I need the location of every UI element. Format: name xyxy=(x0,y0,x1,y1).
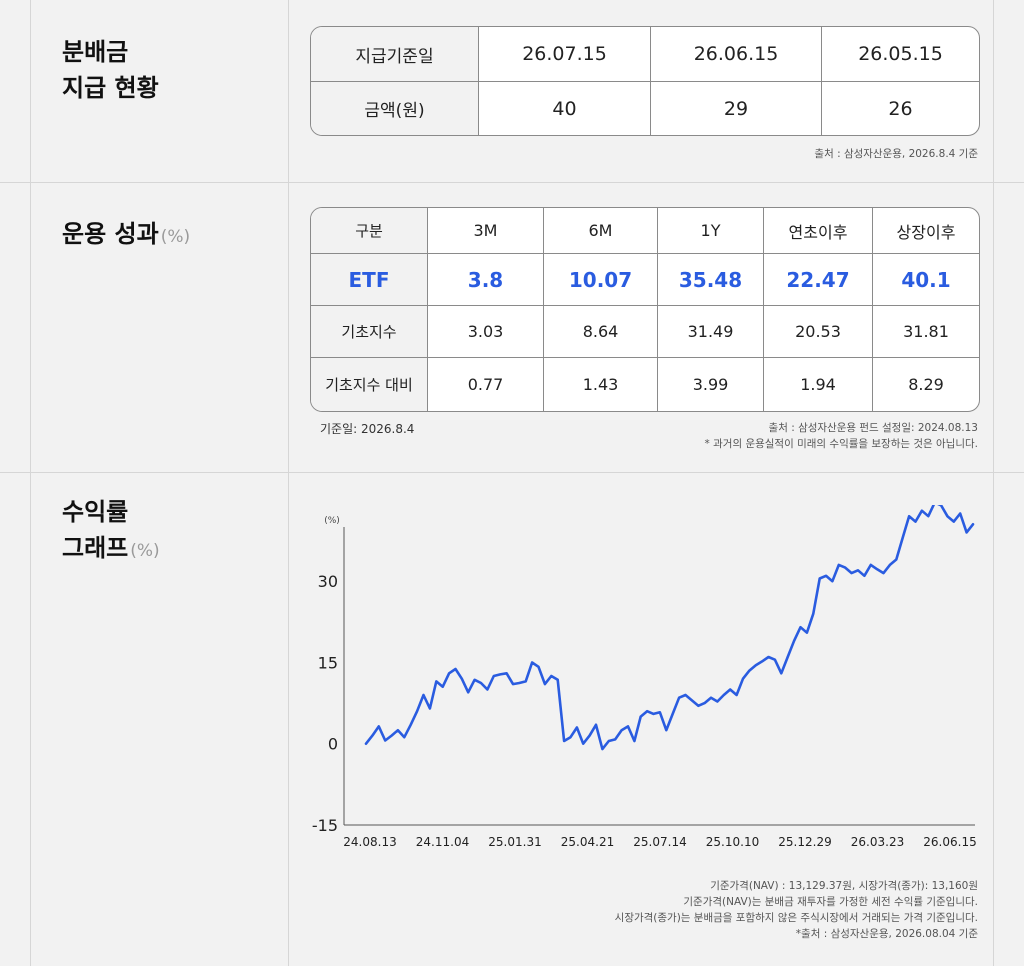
perf-col-header: 상장이후 xyxy=(873,208,979,254)
distribution-title: 분배금 지급 현황 xyxy=(62,34,159,106)
performance-title-text: 운용 성과 xyxy=(62,220,159,248)
x-tick-label: 25.07.14 xyxy=(633,835,686,849)
distribution-source: 출처 : 삼성자산운용, 2026.8.4 기준 xyxy=(814,148,978,160)
grid-vline xyxy=(288,0,289,966)
perf-col-header: 6M xyxy=(544,208,658,254)
perf-col-header: 연초이후 xyxy=(764,208,873,254)
grid-vline xyxy=(993,0,994,966)
performance-disclaimer: * 과거의 운용실적이 미래의 수익률을 보장하는 것은 아닙니다. xyxy=(704,438,978,450)
x-tick-label: 25.04.21 xyxy=(561,835,614,849)
dist-date-cell: 26.06.15 xyxy=(651,27,822,83)
distribution-title-line1: 분배금 xyxy=(62,38,129,66)
table-row: ETF 3.8 10.07 35.48 22.47 40.1 xyxy=(311,254,979,306)
performance-table: 구분 3M 6M 1Y 연초이후 상장이후 ETF 3.8 10.07 35.4… xyxy=(310,207,980,412)
graph-note: 기준가격(NAV)는 분배금 재투자를 가정한 세전 수익률 기준입니다. xyxy=(683,896,978,908)
perf-value: 31.49 xyxy=(658,306,764,358)
table-row: 구분 3M 6M 1Y 연초이후 상장이후 xyxy=(311,208,979,254)
perf-value: 1.94 xyxy=(764,358,873,411)
x-tick-label: 24.11.04 xyxy=(416,835,469,849)
performance-notes: 출처 : 삼성자산운용 펀드 설정일: 2024.08.13 * 과거의 운용실… xyxy=(705,420,978,452)
graph-title-line1: 수익률 xyxy=(62,498,129,526)
perf-value: 8.29 xyxy=(908,375,944,394)
perf-col-header: 구분 xyxy=(311,208,428,254)
table-row: 기초지수 대비 0.77 1.43 3.99 1.94 8.29 xyxy=(311,358,979,411)
x-tick-label: 25.12.29 xyxy=(778,835,831,849)
dist-date-cell: 26.07.15 xyxy=(479,27,651,83)
y-tick-label: 15 xyxy=(318,653,338,672)
table-row: 기초지수 3.03 8.64 31.49 20.53 31.81 xyxy=(311,306,979,358)
returns-series-line xyxy=(364,505,975,751)
perf-row-label: 기초지수 xyxy=(311,306,428,358)
graph-note: 시장가격(종가)는 분배금을 포함하지 않은 주식시장에서 거래되는 가격 기준… xyxy=(614,912,978,924)
perf-value: 20.53 xyxy=(764,306,873,358)
perf-row-label: 기초지수 대비 xyxy=(311,358,428,411)
graph-note: 기준가격(NAV) : 13,129.37원, 시장가격(종가): 13,160… xyxy=(710,880,978,892)
perf-row-label: ETF xyxy=(311,254,428,306)
graph-notes: 기준가격(NAV) : 13,129.37원, 시장가격(종가): 13,160… xyxy=(615,878,978,942)
dist-amount-cell: 29 xyxy=(651,82,822,135)
x-tick-label: 25.10.10 xyxy=(706,835,759,849)
x-tick-label: 26.03.23 xyxy=(851,835,904,849)
perf-value: 3.8 xyxy=(428,254,544,306)
x-tick-label: 24.08.13 xyxy=(343,835,396,849)
table-row: 금액(원) 40 29 26 xyxy=(311,82,979,135)
perf-value: 10.07 xyxy=(544,254,658,306)
y-axis-label: (%) xyxy=(324,516,340,526)
x-tick-label: 26.06.15 xyxy=(923,835,976,849)
y-tick-label: 0 xyxy=(328,735,338,754)
y-tick-label: 30 xyxy=(318,572,338,591)
perf-value: 35.48 xyxy=(658,254,764,306)
performance-title-unit: (%) xyxy=(160,227,191,247)
perf-value: 3.99 xyxy=(658,358,764,411)
performance-base-date: 기준일: 2026.8.4 xyxy=(320,422,415,436)
table-row: 지급기준일 26.07.15 26.06.15 26.05.15 xyxy=(311,27,979,83)
performance-source: 출처 : 삼성자산운용 펀드 설정일: 2024.08.13 xyxy=(768,422,978,434)
grid-hline xyxy=(0,182,1024,183)
grid-vline xyxy=(30,0,31,966)
distribution-table: 지급기준일 26.07.15 26.06.15 26.05.15 금액(원) 4… xyxy=(310,26,980,136)
dist-date-cell: 26.05.15 xyxy=(822,27,979,83)
perf-value: 8.64 xyxy=(544,306,658,358)
x-tick-label: 25.01.31 xyxy=(488,835,541,849)
distribution-title-line2: 지급 현황 xyxy=(62,74,159,102)
grid-hline xyxy=(0,472,1024,473)
graph-title: 수익률 그래프 (%) xyxy=(62,494,160,569)
dist-amount-cell: 40 xyxy=(479,82,651,135)
graph-title-unit: (%) xyxy=(130,541,160,561)
y-tick-label: -15 xyxy=(312,816,338,835)
perf-col-header: 1Y xyxy=(658,208,764,254)
perf-value: 1.43 xyxy=(544,358,658,411)
perf-value: 40.1 xyxy=(873,254,979,306)
perf-value: 0.77 xyxy=(428,358,544,411)
dist-header-amount: 금액(원) xyxy=(311,82,479,135)
dist-amount-cell: 26 xyxy=(888,97,913,120)
returns-line-chart: (%) 30 15 0 -15 24.08.13 24.11.04 25.01.31 25.04… xyxy=(312,505,977,849)
graph-note: *출처 : 삼성자산운용, 2026.08.04 기준 xyxy=(795,928,978,940)
graph-title-line2: 그래프 xyxy=(62,534,129,562)
perf-value: 3.03 xyxy=(428,306,544,358)
dist-header-date: 지급기준일 xyxy=(311,27,479,83)
perf-value: 22.47 xyxy=(764,254,873,306)
perf-col-header: 3M xyxy=(428,208,544,254)
performance-title: 운용 성과 (%) xyxy=(62,216,190,255)
perf-value: 31.81 xyxy=(873,306,979,358)
